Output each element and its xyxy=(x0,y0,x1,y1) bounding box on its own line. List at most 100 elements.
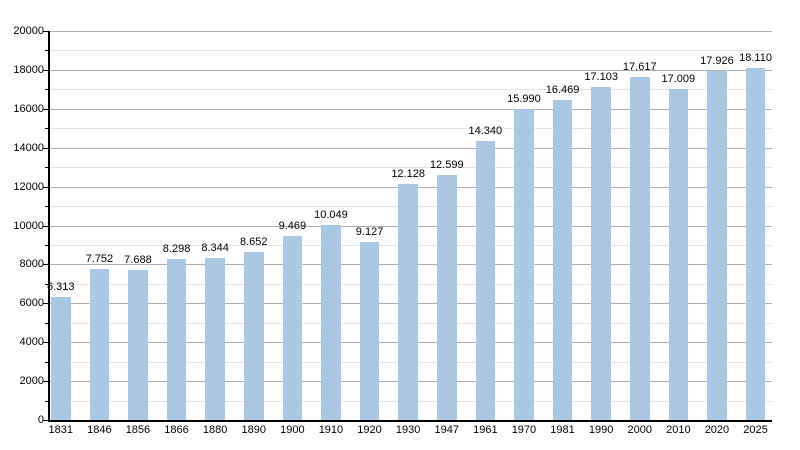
bar-1880 xyxy=(205,257,225,420)
bar-2010 xyxy=(668,89,689,420)
bar-1990 xyxy=(591,87,611,420)
bar-1930 xyxy=(398,184,418,420)
bar-1900 xyxy=(282,235,303,420)
bar-value-label: 8.344 xyxy=(201,241,229,254)
bar-value-label: 17.617 xyxy=(622,61,657,74)
x-tick-label: 1920 xyxy=(357,424,382,436)
major-gridline xyxy=(50,108,772,110)
x-tick-label: 2025 xyxy=(743,424,768,436)
y-axis-tick xyxy=(43,147,48,149)
y-axis-tick xyxy=(43,69,48,71)
y-axis-tick xyxy=(43,225,48,227)
bar-1947 xyxy=(437,174,457,420)
x-tick-label: 1961 xyxy=(473,424,498,436)
y-axis-tick xyxy=(45,128,48,130)
bar-value-label: 15.990 xyxy=(507,93,541,105)
y-axis-tick xyxy=(43,342,48,344)
major-gridline xyxy=(50,69,772,71)
bar-value-label: 17.103 xyxy=(584,71,618,84)
y-axis-tick xyxy=(45,361,48,363)
bar-2020 xyxy=(707,71,727,420)
x-tick-label: 1981 xyxy=(550,424,575,436)
x-tick-label: 1930 xyxy=(395,424,421,436)
y-axis-tick xyxy=(43,264,48,266)
y-tick-label: 10000 xyxy=(13,219,44,232)
bar-value-label: 9.469 xyxy=(278,219,307,232)
bar-value-label: 18.110 xyxy=(739,51,772,64)
bar-value-label: 17.009 xyxy=(661,73,696,86)
bar-value-label: 14.340 xyxy=(468,125,503,138)
bar-1970 xyxy=(514,109,534,420)
minor-gridline xyxy=(50,167,772,169)
bar-1981 xyxy=(552,99,573,420)
bar-1866 xyxy=(166,258,187,420)
x-axis-line xyxy=(48,420,772,422)
bar-2000 xyxy=(630,77,650,420)
x-tick-label: 1990 xyxy=(588,424,614,436)
y-tick-label: 12000 xyxy=(13,180,44,193)
x-tick-label: 1880 xyxy=(202,424,228,436)
bar-value-label: 10.049 xyxy=(314,208,348,221)
y-axis-tick xyxy=(45,89,48,91)
y-tick-label: 20000 xyxy=(13,25,44,37)
y-axis-tick xyxy=(45,283,48,285)
y-axis-tick xyxy=(43,108,48,110)
major-gridline xyxy=(50,31,772,32)
y-axis-tick xyxy=(45,244,48,246)
y-tick-label: 2000 xyxy=(19,375,44,388)
x-tick-label: 1890 xyxy=(241,424,266,436)
y-axis-tick xyxy=(43,381,48,383)
x-tick-label: 1846 xyxy=(87,424,112,436)
bar-value-label: 16.469 xyxy=(545,83,580,96)
y-axis-tick xyxy=(43,303,48,305)
bar-value-label: 12.128 xyxy=(391,168,425,181)
x-tick-label: 1866 xyxy=(164,424,189,436)
bar-value-label: 7.688 xyxy=(124,254,152,267)
minor-gridline xyxy=(50,50,772,52)
bar-1831 xyxy=(51,297,71,420)
x-tick-label: 1900 xyxy=(280,424,305,436)
bar-value-label: 12.599 xyxy=(429,158,464,171)
bar-value-label: 7.752 xyxy=(85,253,114,266)
y-axis-tick xyxy=(45,206,48,208)
y-axis-tick xyxy=(43,31,48,32)
major-gridline xyxy=(50,147,772,149)
bar-value-label: 8.298 xyxy=(162,242,191,255)
plot-area: 6.313 7.752 7.688 8.298 8.344 8.652 9.469 10.04… xyxy=(46,31,772,420)
minor-gridline xyxy=(50,128,772,130)
bar-1910 xyxy=(321,224,341,420)
x-tick-label: 2010 xyxy=(666,424,691,436)
y-axis-line xyxy=(48,31,50,420)
bar-1920 xyxy=(359,242,380,420)
y-tick-label: 14000 xyxy=(13,141,44,154)
bar-value-label: 6.313 xyxy=(46,281,75,294)
y-axis-tick xyxy=(43,186,48,188)
x-tick-label: 1856 xyxy=(125,424,151,436)
y-tick-label: 6000 xyxy=(19,297,44,310)
bar-value-label: 17.926 xyxy=(700,55,734,68)
x-tick-label: 1947 xyxy=(434,424,459,436)
bar-value-label: 9.127 xyxy=(355,226,384,239)
y-axis-tick xyxy=(45,400,48,402)
y-tick-label: 8000 xyxy=(19,258,44,271)
y-tick-label: 16000 xyxy=(13,102,44,115)
minor-gridline xyxy=(50,89,772,91)
bar-1961 xyxy=(475,141,496,420)
bar-1856 xyxy=(128,270,148,420)
x-tick-label: 2000 xyxy=(627,424,652,436)
bar-1846 xyxy=(89,269,110,420)
y-axis-tick xyxy=(45,167,48,169)
y-axis-tick xyxy=(45,50,48,52)
y-axis-tick xyxy=(43,420,48,421)
bar-value-label: 8.652 xyxy=(239,235,268,248)
bar-2025 xyxy=(745,67,766,420)
x-tick-label: 1910 xyxy=(318,424,344,436)
x-tick-label: 1970 xyxy=(511,424,537,436)
x-tick-label: 2020 xyxy=(704,424,730,436)
bar-1890 xyxy=(244,251,264,420)
y-axis-tick xyxy=(45,322,48,324)
y-tick-label: 18000 xyxy=(13,63,44,76)
x-tick-label: 1831 xyxy=(48,424,73,436)
y-tick-label: 0 xyxy=(37,414,44,426)
